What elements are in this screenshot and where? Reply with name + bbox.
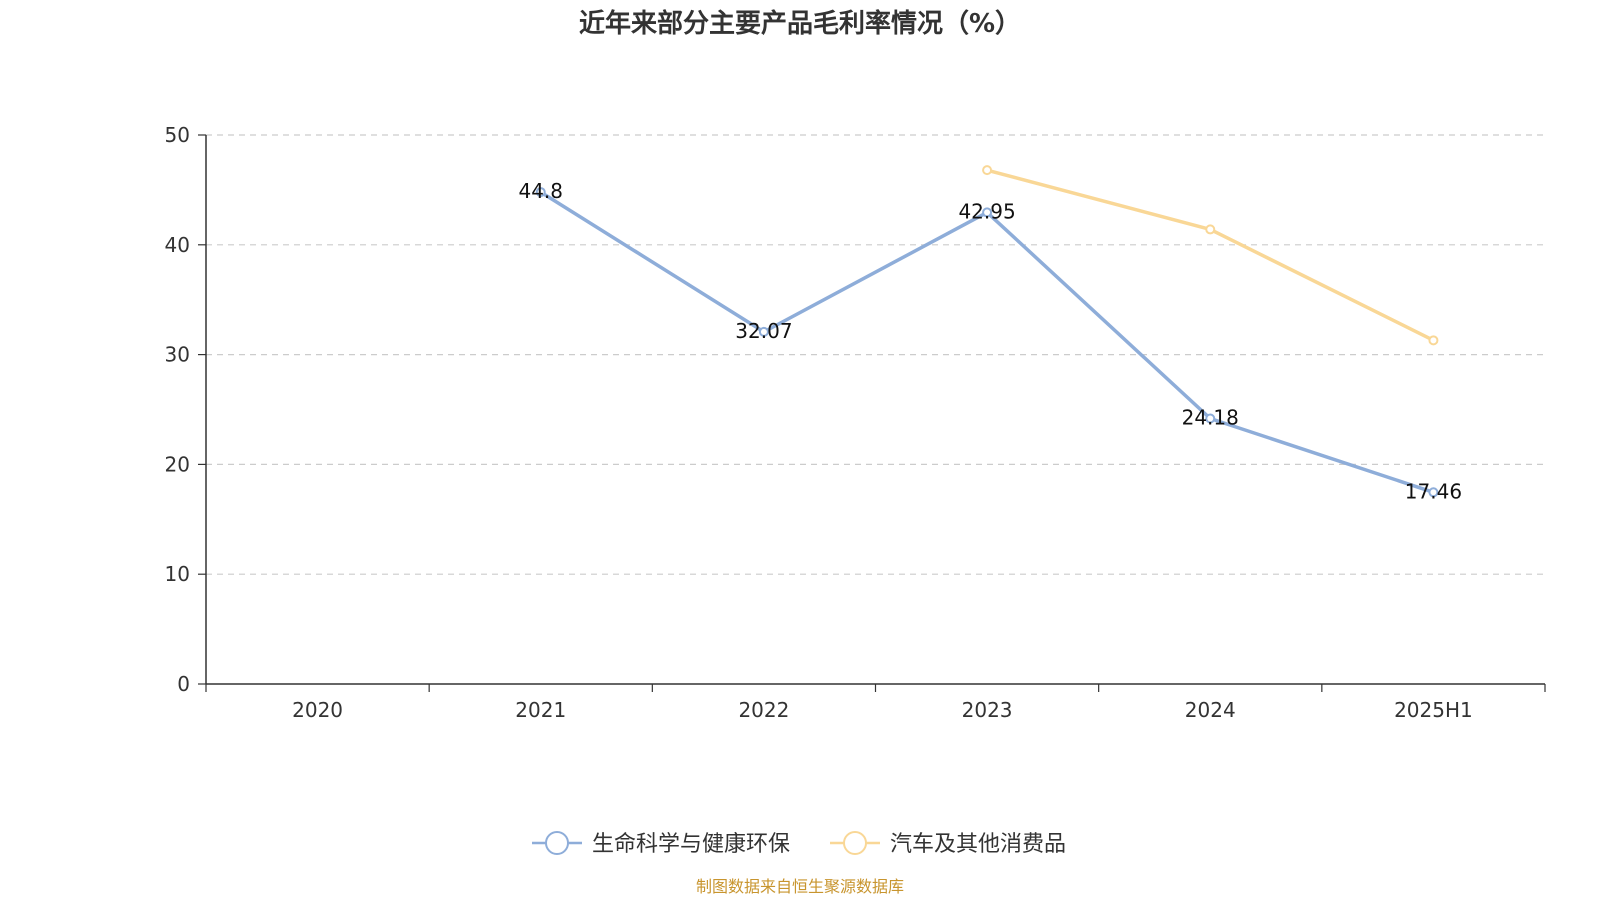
chart-title: 近年来部分主要产品毛利率情况（%）	[579, 8, 1021, 39]
y-tick-label: 10	[165, 562, 190, 586]
data-point[interactable]	[982, 165, 993, 176]
data-label: 44.8	[518, 179, 563, 203]
y-tick-label: 20	[165, 452, 190, 476]
y-tick-label: 50	[165, 123, 190, 147]
data-point[interactable]	[1428, 487, 1439, 498]
source-note: 制图数据来自恒生聚源数据库	[696, 877, 904, 896]
data-labels: 44.8 32.07 42.95 24.18 17.46	[518, 179, 1462, 503]
x-tick-label: 2022	[738, 698, 789, 722]
legend-item-0[interactable]: 生命科学与健康环保	[532, 831, 790, 857]
x-tick-label: 2024	[1185, 698, 1236, 722]
legend-marker	[843, 831, 867, 855]
series-line-0	[539, 190, 1434, 494]
legend-item-1[interactable]: 汽车及其他消费品	[830, 831, 1066, 857]
legend[interactable]: 生命科学与健康环保 汽车及其他消费品	[532, 831, 1066, 857]
data-point[interactable]	[1205, 413, 1216, 424]
data-label: 24.18	[1182, 406, 1239, 430]
data-point[interactable]	[1428, 335, 1439, 346]
data-label: 42.95	[958, 199, 1015, 223]
x-tick-label: 2021	[515, 698, 566, 722]
y-tick-label: 30	[165, 343, 190, 367]
y-tick-label: 0	[177, 672, 190, 696]
y-tick-label: 40	[165, 233, 190, 257]
x-tick-label: 2023	[962, 698, 1013, 722]
series-layer	[535, 165, 1439, 498]
series-line-1	[986, 168, 1435, 342]
data-label: 32.07	[735, 319, 792, 343]
axes: 0 10 20 30 40 50 2020 2021 2022 2023 2024 2025H1	[165, 123, 1546, 722]
data-point[interactable]	[1205, 224, 1216, 235]
data-label: 17.46	[1405, 479, 1462, 503]
data-point[interactable]	[758, 326, 769, 337]
grid	[206, 134, 1545, 575]
legend-label: 生命科学与健康环保	[592, 832, 790, 857]
legend-marker	[545, 831, 569, 855]
legend-label: 汽车及其他消费品	[890, 832, 1066, 857]
data-point[interactable]	[535, 187, 546, 198]
x-tick-label: 2020	[292, 698, 343, 722]
x-tick-label: 2025H1	[1394, 698, 1473, 722]
data-point[interactable]	[982, 207, 993, 218]
